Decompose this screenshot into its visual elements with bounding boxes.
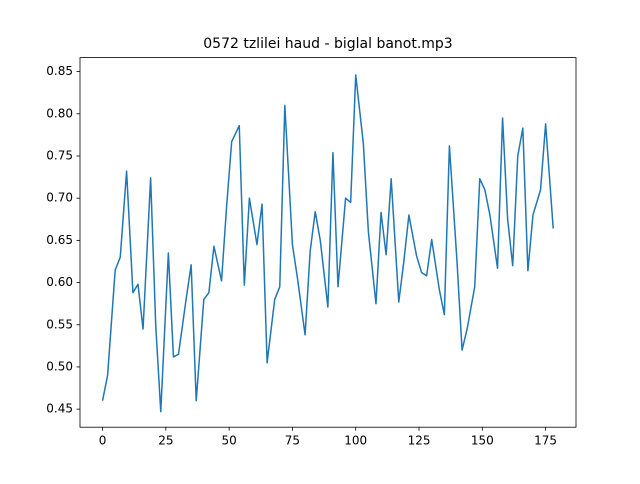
x-tick-label: 125 bbox=[408, 434, 431, 448]
x-tick-label: 0 bbox=[99, 434, 107, 448]
y-tick-label: 0.70 bbox=[46, 191, 73, 205]
y-tick-label: 0.85 bbox=[46, 64, 73, 78]
y-tick-label: 0.60 bbox=[46, 275, 73, 289]
plot-frame bbox=[79, 57, 577, 428]
y-tick-label: 0.75 bbox=[46, 148, 73, 162]
chart-title: 0572 tzlilei haud - biglal banot.mp3 bbox=[203, 36, 452, 52]
y-tick-label: 0.65 bbox=[46, 233, 73, 247]
line-series bbox=[101, 74, 554, 413]
y-tick-label: 0.55 bbox=[46, 317, 73, 331]
x-tick-label: 25 bbox=[158, 434, 173, 448]
y-tick-label: 0.45 bbox=[46, 402, 73, 416]
x-tick-label: 100 bbox=[344, 434, 367, 448]
x-tick-label: 175 bbox=[534, 434, 557, 448]
y-tick-label: 0.80 bbox=[46, 106, 73, 120]
x-tick-label: 150 bbox=[471, 434, 494, 448]
x-tick-label: 50 bbox=[221, 434, 236, 448]
y-tick-label: 0.50 bbox=[46, 359, 73, 373]
x-tick-label: 75 bbox=[285, 434, 300, 448]
